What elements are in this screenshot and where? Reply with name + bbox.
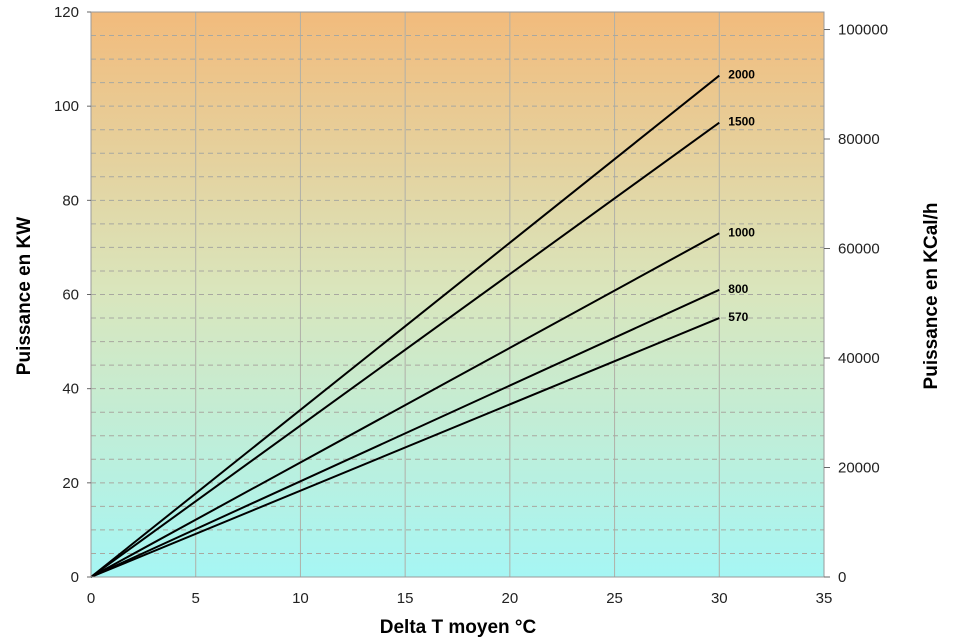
x-tick-label: 15 [397,590,414,607]
tick-labels: 0 5 10 15 20 25 30 35 0 20 40 60 80 100 120 0 20000 40000… [54,4,888,607]
y2-tick-label: 20000 [838,460,880,477]
y-axis-title: Puissance en KW [14,217,35,375]
x-tick-label: 35 [816,590,833,607]
y-tick-label: 100 [54,98,79,115]
series-label-800: 800 [728,282,748,296]
y-tick-label: 20 [62,475,79,492]
plot-area [91,12,824,577]
x-axis-title: Delta T moyen °C [380,617,537,638]
y2-tick-label: 0 [838,569,846,586]
series-label-2000: 2000 [728,68,755,82]
series-line-570 [90,317,720,578]
x-tick-label: 20 [502,590,519,607]
y2-tick-label: 80000 [838,131,880,148]
x-tick-label: 5 [192,590,200,607]
y2-tick-label: 100000 [838,22,888,39]
y-tick-label: 80 [62,192,79,209]
y2-tick-label: 60000 [838,241,880,258]
series-lines: 2000 1500 1000 800 570 [90,68,755,578]
y-tick-label: 40 [62,381,79,398]
y-tick-label: 60 [62,287,79,304]
series-label-570: 570 [728,310,748,324]
series-line-1500 [90,121,720,578]
series-line-800 [90,288,720,578]
series-line-1000 [90,232,720,578]
y-tick-label: 0 [71,569,79,586]
series-line-2000 [90,74,720,578]
y2-tick-label: 40000 [838,350,880,367]
series-label-1000: 1000 [728,225,755,239]
x-tick-label: 25 [606,590,623,607]
x-tick-label: 0 [87,590,95,607]
series-label-1500: 1500 [728,115,755,129]
y2-axis-title: Puissance en KCal/h [921,203,942,390]
y-tick-label: 120 [54,4,79,21]
x-tick-label: 30 [711,590,728,607]
x-tick-label: 10 [292,590,309,607]
